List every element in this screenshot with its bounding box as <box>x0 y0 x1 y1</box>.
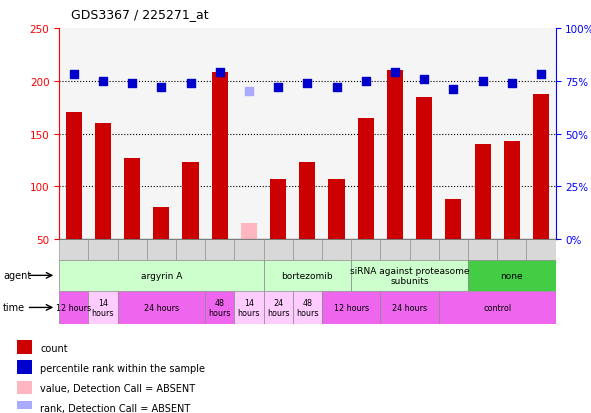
Text: percentile rank within the sample: percentile rank within the sample <box>40 363 205 373</box>
Bar <box>468 240 497 262</box>
Point <box>390 70 400 76</box>
Bar <box>329 180 345 240</box>
Point <box>186 81 195 87</box>
Bar <box>95 124 111 240</box>
Bar <box>241 224 257 240</box>
Point <box>536 72 545 78</box>
Bar <box>468 260 556 291</box>
Bar <box>387 71 403 240</box>
Bar <box>351 260 468 291</box>
Point <box>215 70 225 76</box>
Text: 14
hours: 14 hours <box>238 298 260 317</box>
Bar <box>381 240 410 262</box>
Bar <box>88 291 118 324</box>
Bar <box>18 361 32 374</box>
Text: agent: agent <box>3 271 31 281</box>
Bar <box>322 291 381 324</box>
Point <box>361 78 371 85</box>
Bar <box>18 340 32 354</box>
Bar <box>497 240 527 262</box>
Bar <box>212 73 228 240</box>
Bar <box>264 240 293 262</box>
Text: 12 hours: 12 hours <box>333 303 369 312</box>
Bar <box>59 240 88 262</box>
Point <box>478 78 487 85</box>
Text: count: count <box>40 343 68 353</box>
Bar <box>153 208 170 240</box>
Point <box>303 81 312 87</box>
Text: 24 hours: 24 hours <box>392 303 427 312</box>
Bar <box>18 401 32 413</box>
Text: time: time <box>3 303 25 313</box>
Bar <box>118 291 205 324</box>
Bar <box>124 159 140 240</box>
Bar <box>351 240 381 262</box>
Bar <box>176 240 205 262</box>
Bar <box>322 240 351 262</box>
Text: value, Detection Call = ABSENT: value, Detection Call = ABSENT <box>40 383 195 393</box>
Bar <box>381 291 439 324</box>
Bar <box>439 240 468 262</box>
Bar <box>439 291 556 324</box>
Point <box>420 76 429 83</box>
Point <box>128 81 137 87</box>
Text: 12 hours: 12 hours <box>56 303 91 312</box>
Bar <box>416 97 432 240</box>
Bar <box>264 291 293 324</box>
Bar <box>533 95 549 240</box>
Bar <box>445 199 462 240</box>
Bar <box>264 260 351 291</box>
Bar <box>234 291 264 324</box>
Point <box>507 81 517 87</box>
Point <box>332 85 341 91</box>
Text: siRNA against proteasome
subunits: siRNA against proteasome subunits <box>350 266 469 285</box>
Text: bortezomib: bortezomib <box>281 271 333 280</box>
Text: GDS3367 / 225271_at: GDS3367 / 225271_at <box>71 8 209 21</box>
Point <box>157 85 166 91</box>
Point <box>244 89 254 95</box>
Bar <box>475 145 491 240</box>
Text: 14
hours: 14 hours <box>92 298 114 317</box>
Text: none: none <box>501 271 523 280</box>
Point <box>69 72 79 78</box>
Text: 48
hours: 48 hours <box>209 298 231 317</box>
Point <box>449 87 458 93</box>
Bar <box>299 163 316 240</box>
Bar <box>147 240 176 262</box>
Bar <box>293 291 322 324</box>
Bar <box>205 291 234 324</box>
Text: argyrin A: argyrin A <box>141 271 182 280</box>
Bar <box>504 142 519 240</box>
Bar <box>270 180 286 240</box>
Bar <box>527 240 556 262</box>
Bar <box>358 119 374 240</box>
Bar <box>66 113 82 240</box>
Text: control: control <box>483 303 511 312</box>
Bar <box>234 240 264 262</box>
Text: 24
hours: 24 hours <box>267 298 290 317</box>
Bar <box>18 381 32 394</box>
Text: rank, Detection Call = ABSENT: rank, Detection Call = ABSENT <box>40 403 190 413</box>
Text: 24 hours: 24 hours <box>144 303 179 312</box>
Bar <box>205 240 234 262</box>
Text: 48
hours: 48 hours <box>296 298 319 317</box>
Bar <box>88 240 118 262</box>
Bar <box>293 240 322 262</box>
Point <box>274 85 283 91</box>
Bar <box>59 291 88 324</box>
Bar <box>183 163 199 240</box>
Bar <box>59 260 264 291</box>
Bar <box>118 240 147 262</box>
Bar <box>410 240 439 262</box>
Point <box>98 78 108 85</box>
